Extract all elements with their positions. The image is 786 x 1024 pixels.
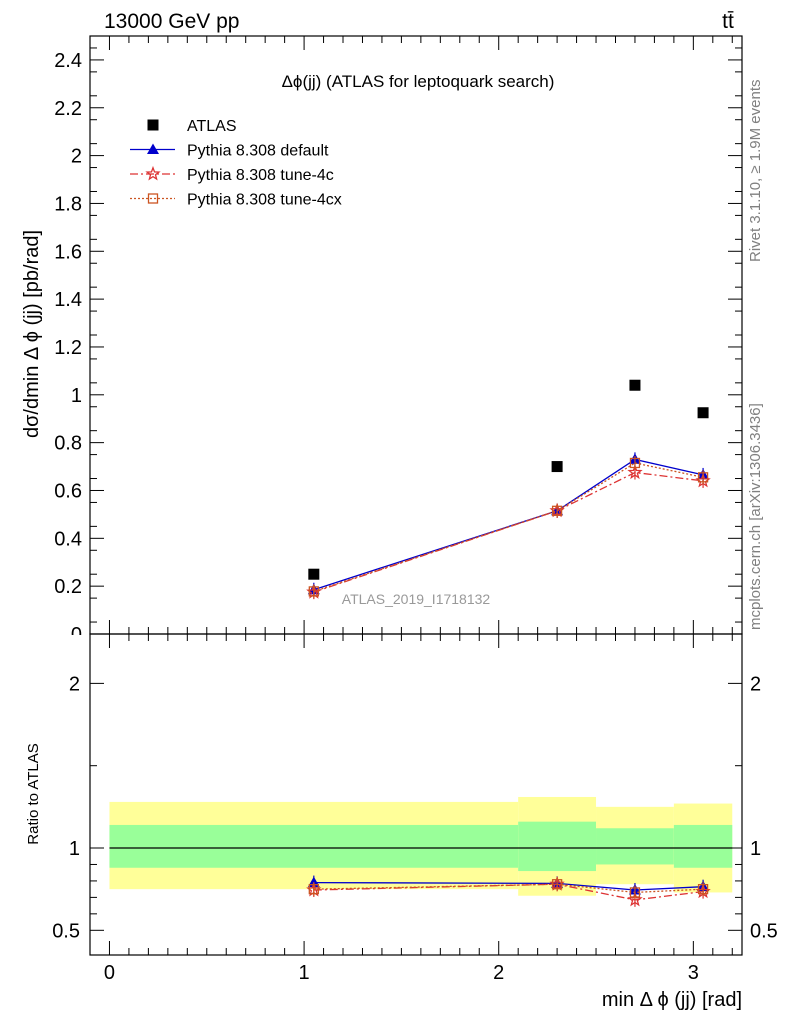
y-tick-label: 0 — [71, 624, 82, 646]
y-axis-label: dσ/dmin Δ ϕ (jj) [pb/rad] — [21, 230, 43, 438]
series-line — [313, 881, 704, 891]
y-tick-label-right: 0.5 — [750, 920, 778, 942]
inner-uncertainty-band — [673, 824, 733, 868]
y-tick-label: 2 — [69, 673, 80, 695]
series-point — [629, 457, 641, 469]
inner-uncertainty-band — [518, 821, 597, 872]
legend-label: Pythia 8.308 tune-4c — [187, 167, 334, 184]
series-point — [308, 568, 320, 580]
y-tick-label-right: 1 — [750, 838, 761, 860]
ratio-panel: 0.5 0.5 1 1 2 2 0 1 2 3 Ratio to ATLAS min Δ ϕ (jj)… — [25, 633, 778, 1011]
y-tick-label: 0.5 — [52, 920, 80, 942]
series-point — [629, 379, 641, 391]
inner-uncertainty-band — [109, 824, 519, 868]
series-point — [697, 407, 709, 419]
x-tick-label: 1 — [299, 962, 310, 984]
energy-label: 13000 GeV pp — [104, 10, 239, 33]
y-tick-label: 1.8 — [54, 193, 82, 215]
analysis-watermark: ATLAS_2019_I1718132 — [342, 591, 491, 607]
series-line — [313, 458, 704, 591]
series-point — [308, 586, 319, 597]
y-tick-label: 2 — [71, 146, 82, 168]
y-tick-label: 1 — [69, 838, 80, 860]
y-axis-label-group: dσ/dmin Δ ϕ (jj) [pb/rad] — [21, 230, 43, 438]
source-label: mcplots.cern.ch [arXiv:1306.3436] — [747, 403, 764, 630]
legend: ATLAS Pythia 8.308 default Pythia 8.308 tu… — [130, 118, 342, 209]
series-point — [697, 884, 709, 895]
main-panel: 0 0.2 0.4 0.6 0.8 1 1.2 1.4 1.6 1.8 2 2.2 2.4 Δϕ(jj) … — [21, 35, 743, 646]
series-point — [145, 165, 161, 181]
series-point — [551, 461, 563, 473]
x-tick-label: 2 — [493, 962, 504, 984]
legend-label: Pythia 8.308 default — [187, 143, 329, 160]
series-line — [313, 883, 704, 894]
y-tick-label: 2.4 — [54, 50, 82, 72]
chart-title: Δϕ(jj) (ATLAS for leptoquark search) — [282, 72, 555, 91]
series-point — [551, 505, 563, 516]
y-tick-label: 0.2 — [54, 576, 82, 598]
process-label: tt̄ — [722, 10, 734, 33]
rivet-label: Rivet 3.1.10, ≥ 1.9M events — [747, 80, 764, 263]
series-point — [627, 891, 643, 907]
y-tick-label-right: 2 — [750, 673, 761, 695]
series-point — [147, 119, 159, 131]
series-point — [627, 464, 643, 480]
series-point — [147, 193, 159, 204]
y-tick-label: 1.2 — [54, 337, 82, 359]
series-line — [313, 462, 704, 593]
y-tick-label: 0.4 — [54, 528, 82, 550]
series-point — [308, 884, 319, 895]
series-point — [697, 472, 709, 483]
y-tick-label: 1.4 — [54, 289, 82, 311]
ratio-frame — [89, 633, 743, 956]
ratio-axis-label: Ratio to ATLAS — [25, 743, 42, 844]
y-tick-label: 0.6 — [54, 480, 82, 502]
series-point — [147, 143, 159, 154]
x-tick-label: 3 — [688, 962, 699, 984]
y-tick-label: 1 — [71, 385, 82, 407]
series-point — [551, 879, 563, 890]
series-line — [313, 883, 704, 901]
x-axis-label: min Δ ϕ (jj) [rad] — [602, 989, 742, 1011]
series-line — [313, 471, 704, 593]
legend-label: Pythia 8.308 tune-4cx — [187, 192, 342, 209]
y-tick-label: 1.6 — [54, 241, 82, 263]
y-tick-label: 2.2 — [54, 98, 82, 120]
inner-uncertainty-band — [596, 828, 674, 865]
series-point — [629, 887, 641, 898]
x-tick-label: 0 — [104, 962, 115, 984]
y-tick-label: 0.8 — [54, 433, 82, 455]
ratio-label-group: Ratio to ATLAS — [25, 743, 42, 844]
legend-label: ATLAS — [187, 118, 237, 135]
